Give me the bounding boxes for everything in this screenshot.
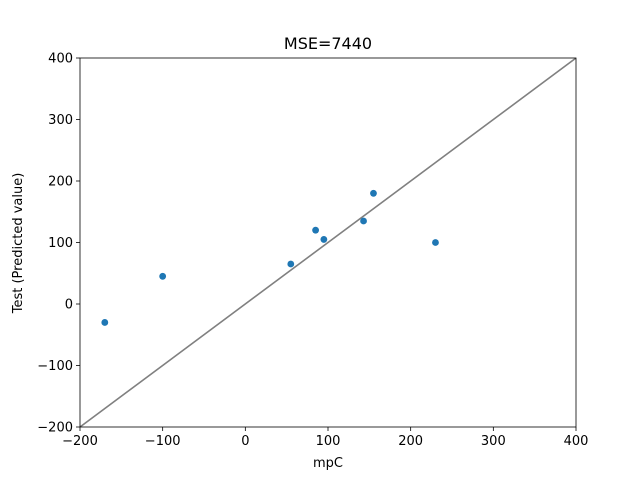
x-tick-label: 400: [564, 434, 589, 449]
x-tick-label: 0: [241, 434, 249, 449]
x-tick-label: 100: [316, 434, 341, 449]
x-tick-label: −200: [62, 434, 98, 449]
reference-line: [80, 58, 576, 427]
x-tick-label: −100: [145, 434, 181, 449]
chart-title: MSE=7440: [284, 34, 372, 53]
y-tick-label: 400: [48, 52, 73, 67]
plot-area: −200 −100 0 100 200 300 400 −200 −100 0 100 200 300 4…: [37, 52, 588, 450]
data-point: [159, 272, 167, 280]
y-tick-label: 0: [65, 298, 73, 313]
y-tick-label: 200: [48, 175, 73, 190]
data-point: [432, 239, 439, 246]
data-point: [320, 236, 328, 243]
x-axis-label: mpC: [313, 456, 343, 471]
y-tick-label: 300: [48, 113, 73, 128]
data-point: [287, 260, 295, 268]
data-point: [101, 319, 109, 326]
data-point: [312, 226, 319, 234]
y-tick-label: −100: [37, 359, 73, 374]
x-tick-label: 200: [398, 434, 423, 449]
data-point: [360, 217, 367, 225]
axes-frame: [79, 57, 577, 428]
x-tick-label: 300: [481, 434, 506, 449]
y-tick-label: −200: [37, 421, 73, 436]
data-point: [370, 189, 377, 197]
y-axis-label: Test (Predicted value): [11, 173, 26, 315]
y-tick-label: 100: [48, 236, 73, 251]
